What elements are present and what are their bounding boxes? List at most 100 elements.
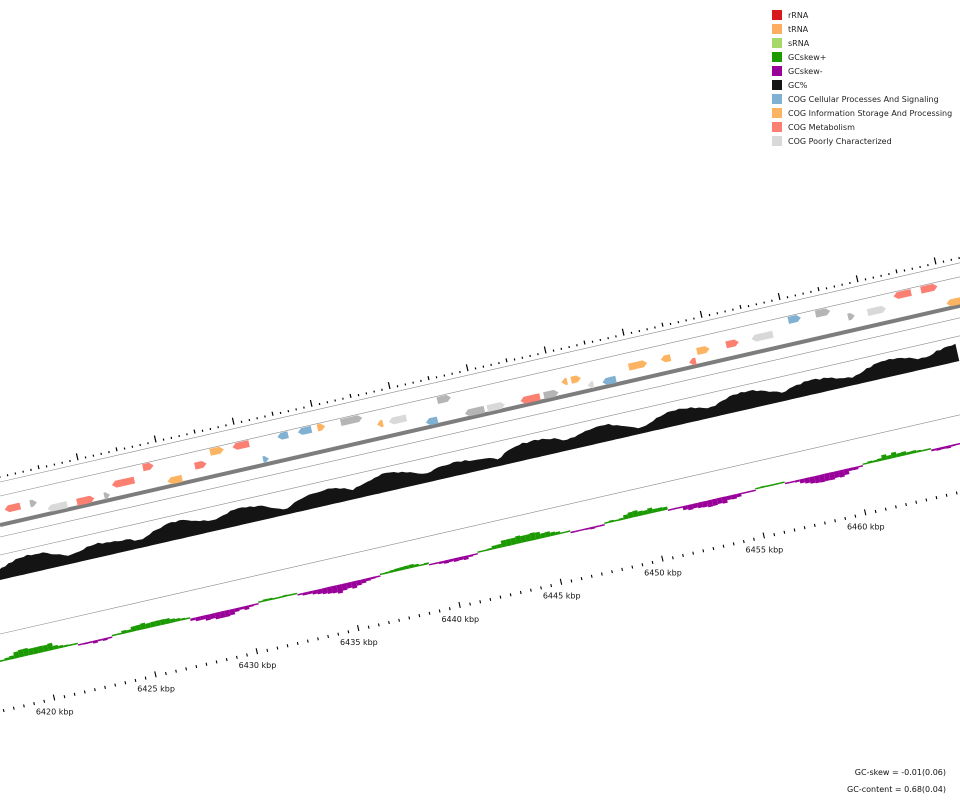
inner-tick — [43, 699, 46, 703]
legend-item-gcskew-plus: GCskew+ — [772, 50, 958, 64]
gene-feature — [377, 419, 384, 428]
gc-skew-positive — [169, 618, 176, 624]
gc-skew-negative — [750, 489, 756, 493]
gc-skew-positive — [130, 625, 137, 632]
gc-skew-positive — [72, 642, 78, 646]
gc-skew-negative — [234, 607, 240, 613]
gc-skew-negative — [706, 499, 714, 508]
gene-feature — [340, 415, 363, 426]
inner-tick — [195, 664, 198, 669]
gc-skew-negative — [102, 637, 108, 641]
gc-skew-positive — [111, 633, 117, 637]
gc-skew-negative — [804, 477, 811, 484]
inner-tick — [915, 500, 918, 504]
inner-tick — [63, 695, 66, 699]
outer-tick — [387, 382, 391, 390]
inner-tick — [732, 542, 735, 546]
inner-tick — [540, 586, 542, 590]
inner-tick — [246, 653, 248, 657]
gc-skew-negative — [87, 640, 93, 644]
legend-label-srna: sRNA — [788, 38, 810, 48]
gc-skew-positive — [510, 537, 517, 546]
gc-skew-positive — [22, 647, 30, 657]
gc-skew-positive — [906, 451, 912, 455]
legend-item-gcskew-minus: GCskew- — [772, 64, 958, 78]
outer-tick — [855, 275, 859, 283]
gc-skew-positive — [164, 618, 171, 625]
gc-skew-positive — [565, 530, 571, 533]
inner-tick — [874, 509, 877, 514]
gc-skew-negative — [736, 492, 742, 498]
legend-swatch-cog-information — [772, 108, 782, 118]
gc-skew-track — [0, 442, 960, 662]
gc-skew-positive — [282, 594, 288, 598]
inner-tick — [570, 579, 573, 583]
inner-tick — [357, 625, 360, 632]
outer-tick — [543, 346, 547, 354]
gc-skew-positive — [520, 535, 527, 543]
gc-skew-negative — [745, 490, 751, 494]
inner-tick — [114, 683, 117, 687]
position-label: 6440 kbp — [441, 615, 479, 624]
legend-item-cog-poorly: COG Poorly Characterized — [772, 134, 958, 148]
gc-skew-positive — [642, 509, 649, 516]
gc-skew-negative — [692, 502, 699, 509]
gene-feature — [627, 360, 648, 371]
gc-skew-negative — [848, 467, 854, 472]
gc-skew-stat: GC-skew = -0.01(0.06) — [854, 768, 946, 777]
legend-item-gc-percent: GC% — [772, 78, 958, 92]
inner-tick — [844, 516, 847, 521]
gc-skew-negative — [575, 529, 581, 533]
gc-skew-positive — [179, 617, 186, 621]
inner-tick — [73, 692, 76, 696]
outer-tick — [583, 340, 586, 345]
inner-tick — [509, 593, 512, 597]
outer-tick — [699, 310, 703, 318]
legend-label-gc-percent: GC% — [788, 80, 808, 90]
inner-tick — [550, 583, 553, 588]
gene-feature — [893, 289, 912, 299]
gc-skew-positive — [881, 454, 888, 461]
position-label: 6420 kbp — [36, 707, 74, 716]
gc-skew-positive — [0, 659, 5, 662]
gc-skew-negative — [448, 558, 454, 563]
gc-skew-positive — [487, 547, 493, 551]
gc-skew-negative — [955, 442, 960, 446]
inner-tick — [651, 560, 654, 564]
legend-label-cog-poorly: COG Poorly Characterized — [788, 136, 892, 146]
gc-skew-negative — [814, 475, 821, 484]
gene-feature — [4, 502, 22, 513]
gc-skew-negative — [443, 559, 450, 564]
inner-tick — [742, 539, 745, 544]
inner-tick — [104, 685, 106, 689]
gc-skew-positive — [408, 563, 415, 569]
outer-tick — [933, 257, 937, 265]
inner-tick — [783, 530, 786, 534]
gc-skew-positive — [900, 451, 907, 457]
gc-skew-negative — [453, 557, 459, 562]
gc-skew-negative — [341, 583, 348, 591]
outer-tick — [349, 393, 352, 399]
inner-tick — [884, 507, 887, 511]
gc-skew-negative — [818, 473, 826, 483]
inner-tick — [448, 607, 451, 611]
gene-feature — [787, 315, 801, 324]
gc-skew-positive — [500, 539, 507, 548]
gc-skew-positive — [916, 449, 922, 453]
position-label: 6450 kbp — [644, 569, 682, 578]
gc-skew-positive — [657, 507, 663, 512]
inner-tick — [83, 690, 86, 694]
gc-skew-positive — [613, 519, 620, 522]
position-label: 6455 kbp — [746, 545, 784, 554]
statistics: GC-skew = -0.01(0.06) GC-content = 0.68(… — [847, 766, 946, 800]
inner-tick — [306, 639, 309, 643]
inner-tick — [52, 694, 56, 701]
inner-tick — [367, 625, 370, 629]
gc-skew-negative — [463, 555, 469, 561]
legend-swatch-trna — [772, 24, 782, 34]
legend-item-trna: tRNA — [772, 22, 958, 36]
gc-skew-positive — [67, 643, 74, 647]
gc-skew-positive — [769, 483, 776, 487]
gc-skew-negative — [585, 527, 591, 531]
gc-content-profile — [0, 343, 960, 580]
